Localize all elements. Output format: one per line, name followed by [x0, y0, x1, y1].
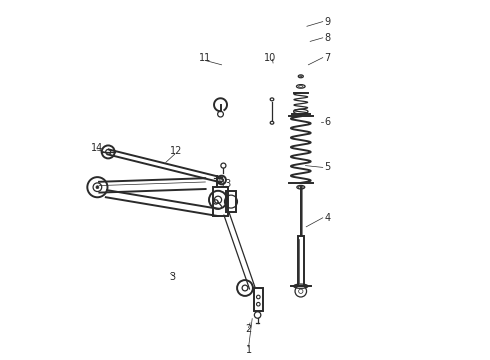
Bar: [213, 187, 228, 216]
Circle shape: [96, 186, 99, 189]
Text: 13: 13: [220, 179, 232, 189]
Text: 1: 1: [245, 345, 252, 355]
Text: 3: 3: [170, 272, 175, 282]
Bar: [225, 191, 236, 212]
Text: 10: 10: [264, 53, 276, 63]
Text: 11: 11: [199, 53, 212, 63]
Text: 9: 9: [324, 17, 330, 27]
Text: 12: 12: [171, 146, 183, 156]
Text: 6: 6: [324, 117, 330, 127]
Text: 4: 4: [324, 213, 330, 223]
Text: 2: 2: [245, 324, 252, 334]
Text: 14: 14: [91, 143, 103, 153]
Bar: [254, 288, 263, 311]
Text: 8: 8: [324, 33, 330, 43]
Text: 5: 5: [324, 162, 330, 172]
Text: 7: 7: [324, 53, 330, 63]
Bar: [297, 236, 304, 286]
